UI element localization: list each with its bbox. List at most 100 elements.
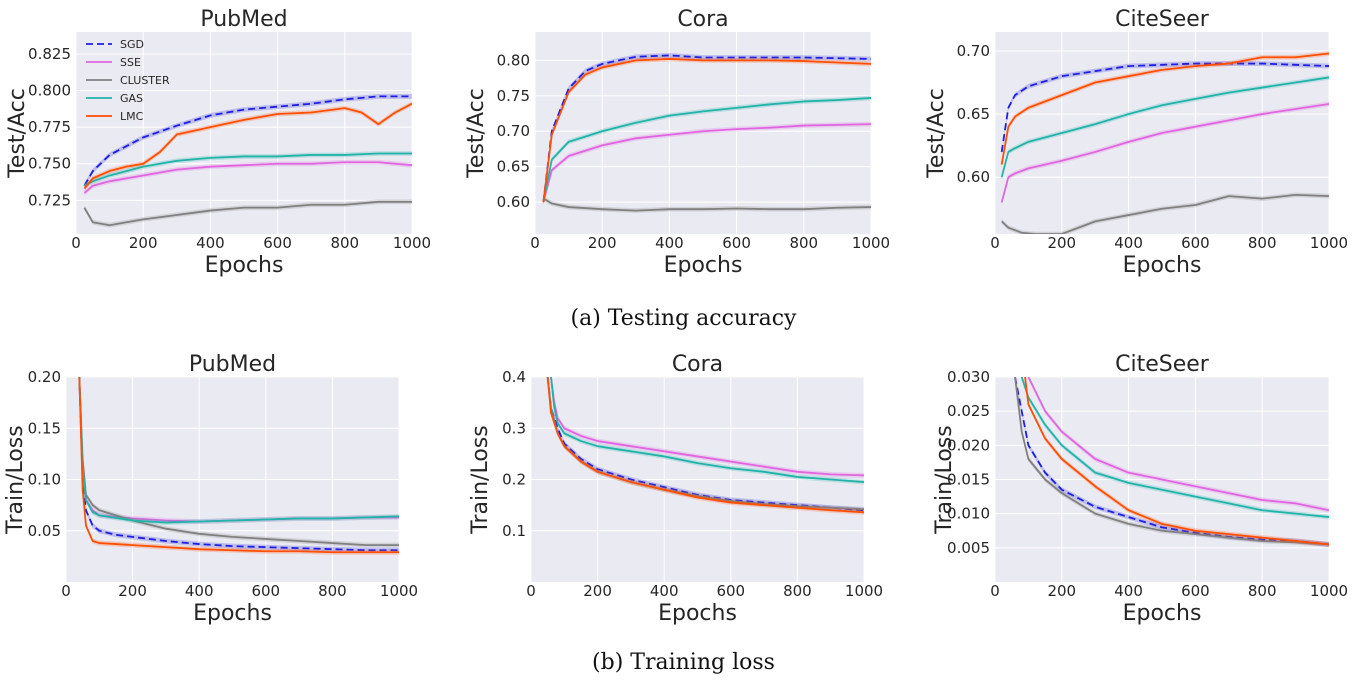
series-line-sgd [83, 95, 412, 187]
series-line-cluster [1001, 193, 1329, 234]
series-band-cluster [1001, 192, 1329, 234]
y-tick-label: 0.3 [502, 419, 526, 437]
y-axis-label: Test/Acc [5, 88, 30, 179]
x-tick-label: 1000 [393, 234, 431, 252]
chart-title: Cora [677, 7, 728, 32]
x-tick-label: 200 [1047, 582, 1076, 600]
chart-title: CiteSeer [1115, 7, 1210, 32]
x-tick-label: 0 [71, 234, 81, 252]
series-line-lmc [1000, 52, 1329, 165]
legend: SGD SSE CLUSTER GAS LMC [86, 38, 170, 123]
x-axis-label: Epochs [205, 253, 284, 278]
series-line-gas [1020, 377, 1329, 518]
x-axis-label: Epochs [658, 601, 737, 626]
series-line-lmc [78, 377, 399, 554]
series-line-cluster [1014, 377, 1329, 546]
legend-label-sgd: SGD [120, 38, 144, 51]
series-line-cluster [78, 377, 399, 546]
series-band-gas [84, 151, 412, 189]
y-tick-label: 0.020 [947, 436, 990, 454]
x-tick-label: 1000 [1310, 582, 1348, 600]
y-tick-label: 0.775 [28, 118, 71, 136]
x-tick-label: 1000 [852, 234, 890, 252]
caption-testing-accuracy: (a) Testing accuracy [570, 306, 797, 331]
x-tick-label: 0 [61, 582, 71, 600]
series-line-gas [550, 377, 864, 483]
caption-training-loss: (b) Training loss [592, 650, 775, 675]
series-line-cluster [542, 197, 871, 212]
x-tick-label: 0 [990, 582, 1000, 600]
chart-panel-3: 0 200 400 600 800 1000 0.05 0.10 0.15 0.20 PubMed E… [3, 352, 418, 626]
series-group [546, 377, 864, 515]
chart-panel-4: 0 200 400 600 800 1000 0.1 0.2 0.3 0.4 Cora Epochs T… [468, 352, 883, 626]
series-line-lmc [83, 102, 412, 190]
x-tick-label: 400 [185, 582, 214, 600]
y-tick-label: 0.65 [957, 105, 990, 123]
series-band-cluster [84, 199, 412, 228]
y-axis-label: Train/Loss [932, 425, 957, 534]
series-group [1000, 51, 1329, 234]
y-tick-label: 0.005 [947, 539, 990, 557]
y-tick-label: 0.2 [502, 471, 526, 489]
y-axis-label: Train/Loss [3, 425, 28, 534]
series-band-sse [543, 121, 871, 205]
y-tick-label: 0.70 [957, 42, 990, 60]
x-tick-label: 800 [1248, 582, 1277, 600]
y-tick-label: 0.70 [497, 122, 530, 140]
x-tick-label: 600 [251, 582, 280, 600]
chart-title: PubMed [189, 352, 276, 377]
y-axis-label: Test/Acc [924, 88, 949, 179]
series-line-gas [78, 377, 399, 524]
y-tick-label: 0.1 [502, 522, 526, 540]
chart-title: Cora [672, 352, 723, 377]
y-tick-label: 0.20 [28, 368, 61, 386]
x-tick-label: 1000 [845, 582, 883, 600]
y-tick-label: 0.030 [947, 368, 990, 386]
y-tick-label: 0.60 [497, 193, 530, 211]
y-tick-label: 0.825 [28, 45, 71, 63]
series-band-gas [1021, 377, 1329, 520]
x-tick-label: 400 [650, 582, 679, 600]
series-line-lmc [542, 58, 871, 203]
y-tick-label: 0.60 [957, 168, 990, 186]
series-group [83, 93, 412, 228]
y-tick-label: 0.015 [947, 471, 990, 489]
x-tick-label: 800 [789, 234, 818, 252]
x-tick-label: 400 [655, 234, 684, 252]
x-tick-label: 600 [722, 234, 751, 252]
y-tick-label: 0.800 [28, 82, 71, 100]
x-axis-label: Epochs [1123, 601, 1202, 626]
series-band-sgd [547, 377, 864, 513]
series-line-gas [1000, 76, 1329, 178]
series-band-sgd [79, 377, 399, 553]
series-band-sgd [1015, 377, 1329, 547]
y-tick-label: 0.75 [497, 87, 530, 105]
x-tick-label: 600 [263, 234, 292, 252]
x-tick-label: 800 [1248, 234, 1277, 252]
chart-panel-1: 0 200 400 600 800 1000 0.60 0.65 0.70 0.75 0.80 Cor… [464, 7, 890, 278]
x-tick-label: 400 [196, 234, 225, 252]
legend-label-sse: SSE [120, 56, 141, 69]
x-axis-label: Epochs [664, 253, 743, 278]
x-tick-label: 600 [1181, 582, 1210, 600]
x-tick-label: 200 [583, 582, 612, 600]
series-line-cluster [83, 200, 412, 227]
legend-label-gas: GAS [120, 92, 143, 105]
x-tick-label: 800 [783, 582, 812, 600]
series-band-sse [84, 159, 412, 196]
series-line-sse [83, 161, 412, 194]
series-line-sse [550, 377, 864, 477]
series-line-sgd [1014, 377, 1329, 546]
series-line-gas [542, 97, 871, 203]
x-tick-label: 800 [318, 582, 347, 600]
chart-panel-2: 0 200 400 600 800 1000 0.60 0.65 0.70 CiteSeer Epo… [924, 7, 1348, 278]
x-axis-label: Epochs [193, 601, 272, 626]
series-line-lmc [1024, 377, 1329, 546]
y-tick-label: 0.725 [28, 191, 71, 209]
series-line-sse [1027, 377, 1329, 512]
series-line-sgd [1000, 62, 1329, 153]
legend-label-lmc: LMC [120, 110, 144, 123]
y-tick-label: 0.80 [497, 51, 530, 69]
series-group [542, 52, 871, 214]
